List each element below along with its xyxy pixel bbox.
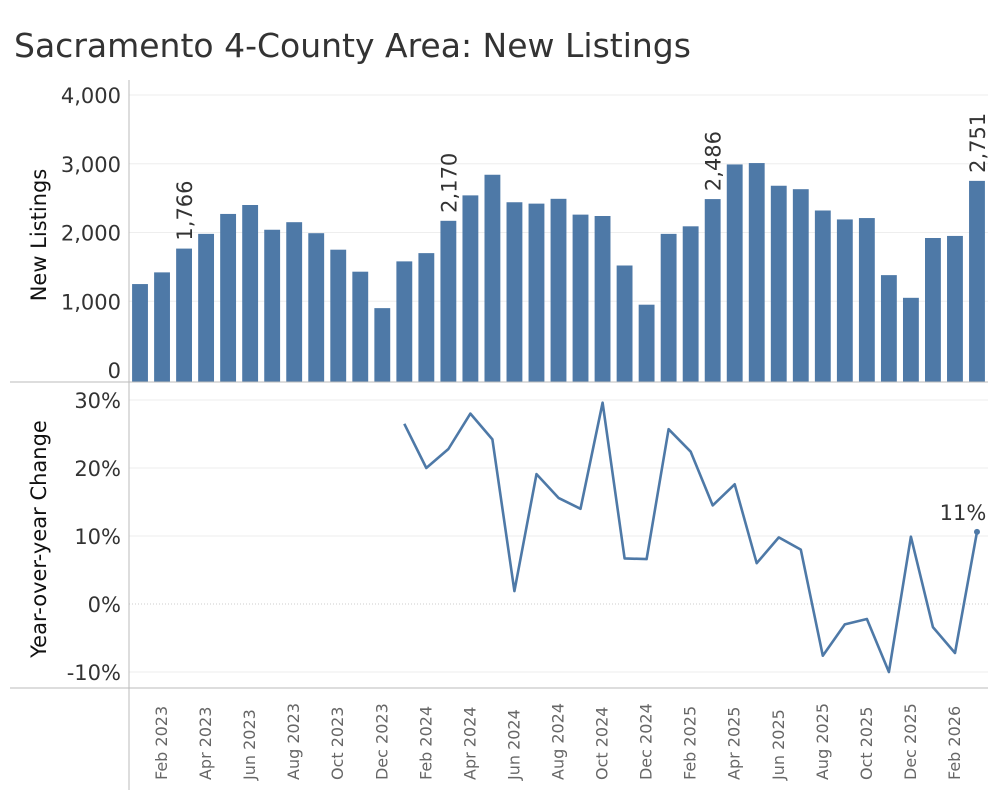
- bar: [396, 261, 412, 382]
- bar: [903, 298, 919, 382]
- x-tick-label: Dec 2024: [637, 703, 656, 780]
- bar: [881, 275, 897, 382]
- bar: [176, 249, 192, 382]
- x-tick-label: Dec 2023: [372, 703, 391, 780]
- top-y-tick-label: 2,000: [61, 222, 121, 246]
- bar: [947, 236, 963, 382]
- bar: [639, 305, 655, 382]
- bar: [154, 272, 170, 382]
- bar: [551, 199, 567, 382]
- bar: [308, 233, 324, 382]
- top-y-axis-label: New Listings: [27, 169, 51, 302]
- bar: [793, 189, 809, 382]
- bar: [529, 204, 545, 382]
- bar: [484, 175, 500, 382]
- x-tick-label: Jun 2024: [504, 709, 523, 781]
- bar: [969, 181, 985, 382]
- x-tick-label: Aug 2023: [284, 703, 303, 780]
- bottom-y-tick-label: -10%: [67, 661, 121, 685]
- bottom-y-tick-label: 10%: [74, 525, 121, 549]
- top-y-tick-label: 4,000: [61, 84, 121, 108]
- bar: [705, 199, 721, 382]
- line-data-label: 11%: [940, 501, 987, 525]
- bar: [749, 163, 765, 382]
- bar: [925, 238, 941, 382]
- bar: [859, 218, 875, 382]
- bar: [264, 230, 280, 382]
- x-tick-label: Aug 2024: [549, 703, 568, 780]
- bottom-y-tick-label: 20%: [74, 457, 121, 481]
- bar-data-label: 2,486: [702, 131, 726, 191]
- bottom-y-axis-label: Year-over-year Change: [27, 420, 51, 659]
- bar: [330, 250, 346, 382]
- top-y-tick-label: 0: [108, 359, 121, 383]
- bar: [815, 211, 831, 383]
- x-tick-label: Feb 2025: [681, 706, 700, 780]
- chart-title: Sacramento 4-County Area: New Listings: [14, 26, 691, 65]
- bar: [661, 234, 677, 382]
- bar-data-label: 1,766: [173, 180, 197, 240]
- x-tick-label: Feb 2023: [152, 706, 171, 780]
- bar-data-label: 2,170: [437, 153, 461, 213]
- bar: [418, 253, 434, 382]
- bar-data-label: 2,751: [966, 113, 990, 173]
- line-point: [974, 529, 980, 535]
- bar: [573, 215, 589, 382]
- bottom-y-tick-label: 0%: [88, 593, 121, 617]
- x-tick-label: Dec 2025: [901, 703, 920, 780]
- top-y-tick-label: 1,000: [61, 290, 121, 314]
- bar: [507, 202, 523, 382]
- bar: [462, 195, 478, 382]
- bar: [242, 205, 258, 382]
- bar: [683, 226, 699, 382]
- bar: [595, 216, 611, 382]
- top-panel: 0 1,000 2,000 3,000 4,000 1,766 2,170 2,486 2,75…: [27, 84, 990, 383]
- x-tick-label: Apr 2023: [196, 707, 215, 780]
- bar: [220, 214, 236, 382]
- bar: [132, 284, 148, 382]
- bottom-y-tick-label: 30%: [74, 389, 121, 413]
- bar: [727, 164, 743, 382]
- bar: [837, 219, 853, 382]
- x-tick-label: Jun 2023: [240, 709, 259, 781]
- x-tick-label: Jun 2025: [769, 709, 788, 781]
- bar: [352, 272, 368, 382]
- bottom-panel: -10% 0% 10% 20% 30% 11% Year-over-year Change: [27, 389, 988, 685]
- x-tick-label: Oct 2025: [857, 707, 876, 780]
- top-y-tick-label: 3,000: [61, 153, 121, 177]
- bar: [440, 221, 456, 382]
- x-tick-label: Feb 2024: [416, 706, 435, 780]
- x-tick-label: Aug 2025: [813, 703, 832, 780]
- x-tick-label: Oct 2024: [593, 707, 612, 780]
- x-tick-label: Feb 2026: [945, 706, 964, 780]
- bar: [771, 186, 787, 382]
- bar: [374, 308, 390, 382]
- yoy-line: [404, 403, 977, 672]
- x-tick-label: Apr 2024: [460, 707, 479, 780]
- bar: [286, 222, 302, 382]
- bar: [198, 234, 214, 382]
- x-tick-label: Oct 2023: [328, 707, 347, 780]
- bar: [617, 266, 633, 383]
- x-tick-label: Apr 2025: [725, 707, 744, 780]
